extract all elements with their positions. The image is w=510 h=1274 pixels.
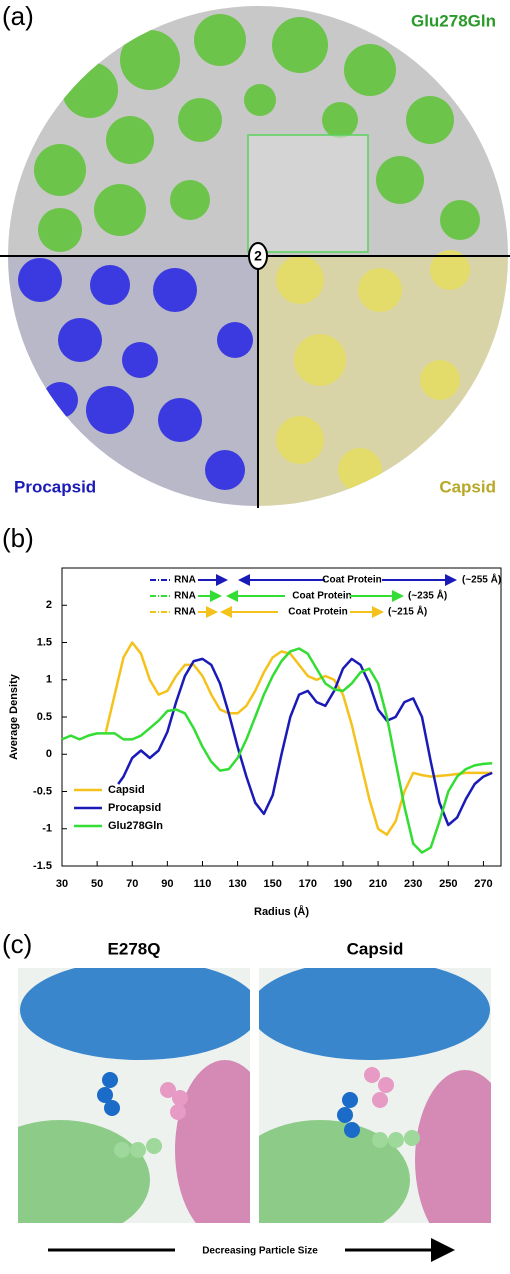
y-tick-label: -1 [42,823,52,835]
x-tick-label: 270 [474,878,492,890]
x-tick-label: 230 [404,878,422,890]
inset-box [247,134,369,253]
density-line [104,641,493,836]
density-line [61,647,493,854]
x-tick-label: 210 [369,878,387,890]
region-label: Coat Protein [288,607,347,618]
legend-label: Glu278Gln [108,820,163,832]
map-label: Glu278Gln [411,11,496,30]
x-tick-label: 110 [194,878,212,890]
panel-label: (c) [2,929,32,959]
region-label: (~215 Å) [388,605,427,618]
density-line [117,657,493,827]
x-axis-label: Radius (Å) [254,905,309,918]
map-label: Capsid [439,477,496,496]
y-tick-label: 0.5 [37,711,52,723]
structure-image [259,968,491,1223]
x-tick-label: 150 [264,878,282,890]
region-label: (~255 Å) [462,573,501,586]
x-tick-label: 70 [126,878,138,890]
y-tick-label: 1 [46,674,52,686]
region-label: Coat Protein [292,591,351,602]
region-label: Coat Protein [322,575,381,586]
y-axis-label: Average Density [8,673,20,760]
symmetry-label: 2 [254,248,262,264]
panel-label: (b) [2,523,34,553]
map-label: Procapsid [14,477,96,496]
x-tick-label: 50 [91,878,103,890]
region-label: RNA [174,607,196,618]
y-tick-label: 0 [46,748,52,760]
x-tick-label: 190 [334,878,352,890]
image-title: E278Q [108,939,161,958]
y-tick-label: 1.5 [37,636,52,648]
image-title: Capsid [347,939,404,958]
symmetry-axis [248,242,268,270]
region-label: (~235 Å) [408,589,447,602]
x-tick-label: 30 [56,878,68,890]
y-tick-label: -1.5 [33,860,52,872]
x-tick-label: 170 [299,878,317,890]
structure-image [18,968,250,1223]
legend-label: Capsid [108,784,145,796]
x-tick-label: 90 [161,878,173,890]
arrow-label: Decreasing Particle Size [202,1246,318,1257]
x-tick-label: 130 [228,878,246,890]
legend-label: Procapsid [108,802,161,814]
region-label: RNA [174,591,196,602]
y-tick-label: 2 [46,599,52,611]
panel-label: (a) [2,1,34,31]
region-label: RNA [174,575,196,586]
x-tick-label: 250 [439,878,457,890]
y-tick-label: -0.5 [33,785,52,797]
